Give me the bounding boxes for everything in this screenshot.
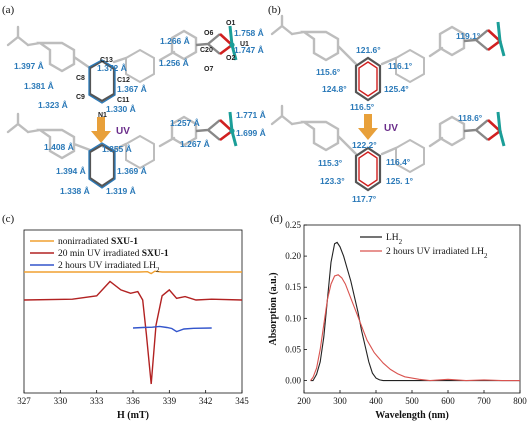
legend-entry: 2 hours UV irradiated LH2 xyxy=(58,261,160,274)
bond-label: 1.256 Å xyxy=(159,58,189,68)
bond-label: 1.266 Å xyxy=(160,36,190,46)
series-line xyxy=(310,241,520,382)
atom-label: C20 xyxy=(200,47,213,54)
angle-label: 125.4° xyxy=(384,84,409,94)
angle-label: 115.6° xyxy=(316,67,341,77)
bond-label: 1.367 Å xyxy=(117,84,147,94)
angle-label: 118.6° xyxy=(458,113,483,123)
bond-label: 1.338 Å xyxy=(60,186,90,196)
atom-label: C11 xyxy=(117,97,130,104)
bond-label: 1.267 Å xyxy=(180,139,210,149)
atom-label: C8 xyxy=(76,75,85,82)
atom-label: O2 xyxy=(226,55,235,62)
absorption-chart: 200 300 400 500 600 700 800 0.00 0.05 0.10 0.15 0.2… xyxy=(268,220,527,421)
angle-label: 125. 1° xyxy=(386,176,414,186)
legend-entry: 20 min UV irradiated SXU-1 xyxy=(58,249,169,259)
x-tick-label: 327 xyxy=(17,396,31,406)
y-tick-label: 0.00 xyxy=(285,376,301,386)
y-tick-label: 0.15 xyxy=(285,282,301,292)
x-tick-label: 300 xyxy=(333,396,347,406)
x-tick-label: 800 xyxy=(513,396,527,406)
x-tick-label: 600 xyxy=(441,396,455,406)
series-line xyxy=(23,280,243,385)
x-tick-label: 336 xyxy=(126,396,140,406)
bond-label: 1.355 Å xyxy=(102,144,132,154)
angle-label: 116.1° xyxy=(388,61,413,71)
x-tick-label: 333 xyxy=(90,396,104,406)
bond-label: 1.330 Å xyxy=(106,104,136,114)
panel-label-a: (a) xyxy=(2,4,15,16)
bond-label: 1.408 Å xyxy=(44,142,74,152)
x-tick-label: 342 xyxy=(199,396,213,406)
x-tick-label: 330 xyxy=(54,396,68,406)
panel-label-b: (b) xyxy=(268,4,281,16)
panel-label-c: (c) xyxy=(2,213,15,225)
series-line xyxy=(24,270,242,275)
x-axis-label: H (mT) xyxy=(117,410,149,421)
x-tick-label: 400 xyxy=(369,396,383,406)
structure-a-top xyxy=(6,25,238,104)
atom-label: C13 xyxy=(100,57,113,64)
bond-label: 1.323 Å xyxy=(38,100,68,110)
atom-label: O6 xyxy=(204,30,213,37)
structure-b-top xyxy=(270,14,506,102)
atom-label: C12 xyxy=(117,77,130,84)
bond-label: 1.369 Å xyxy=(117,166,147,176)
uv-label-a: UV xyxy=(116,126,130,137)
legend-entry: LH2 xyxy=(386,233,403,246)
bond-label: 1.397 Å xyxy=(14,61,44,71)
bond-label: 1.257 Å xyxy=(170,118,200,128)
uv-arrow-a xyxy=(91,117,111,143)
atom-label: N1 xyxy=(98,112,107,119)
y-tick-label: 0.20 xyxy=(285,251,301,261)
bond-label: 1.699 Å xyxy=(236,128,266,138)
angle-label: 115.3° xyxy=(318,158,343,168)
x-tick-label: 339 xyxy=(163,396,177,406)
bond-label: 1.758 Å xyxy=(234,28,264,38)
x-axis-label: Wavelength (nm) xyxy=(375,410,449,421)
angle-label: 124.8° xyxy=(322,84,347,94)
series-line xyxy=(132,325,212,333)
esr-chart: 327 330 333 336 339 342 345 H (mT) nonirradiated… xyxy=(17,229,249,421)
bond-label: 1.319 Å xyxy=(106,186,136,196)
structure-b-bottom xyxy=(270,104,506,192)
atom-label: O1 xyxy=(226,20,235,27)
y-tick-label: 0.25 xyxy=(285,220,301,230)
x-tick-label: 700 xyxy=(477,396,491,406)
x-tick-label: 200 xyxy=(297,396,311,406)
angle-label: 123.3° xyxy=(320,176,345,186)
series-line xyxy=(310,274,520,382)
bond-label: 1.381 Å xyxy=(24,81,54,91)
atom-label: C9 xyxy=(76,94,85,101)
legend-entry: nonirradiated SXU-1 xyxy=(58,237,138,247)
y-tick-label: 0.05 xyxy=(285,344,301,354)
uv-arrow-b xyxy=(358,114,378,140)
y-tick-label: 0.10 xyxy=(285,313,301,323)
angle-label: 116.5° xyxy=(350,102,375,112)
atom-label: U1 xyxy=(240,41,249,48)
atom-label: O7 xyxy=(204,66,213,73)
bond-label: 1.372 Å xyxy=(97,63,127,73)
y-axis-label: Absorption (a.u.) xyxy=(268,272,279,345)
uv-label-b: UV xyxy=(384,123,398,134)
x-tick-label: 500 xyxy=(405,396,419,406)
angle-label: 117.7° xyxy=(352,194,377,204)
x-tick-label: 345 xyxy=(235,396,249,406)
bond-label: 1.771 Å xyxy=(236,110,266,120)
bond-label: 1.747 Å xyxy=(234,45,264,55)
bond-label: 1.394 Å xyxy=(56,166,86,176)
structure-a-bottom xyxy=(6,111,238,189)
panel-label-d: (d) xyxy=(270,213,283,225)
angle-label: 119.1° xyxy=(456,31,481,41)
angle-label: 121.6° xyxy=(356,45,381,55)
angle-label: 116.4° xyxy=(386,157,411,167)
legend-entry: 2 hours UV irradiated LH2 xyxy=(386,247,488,260)
angle-label: 122.2° xyxy=(352,140,377,150)
